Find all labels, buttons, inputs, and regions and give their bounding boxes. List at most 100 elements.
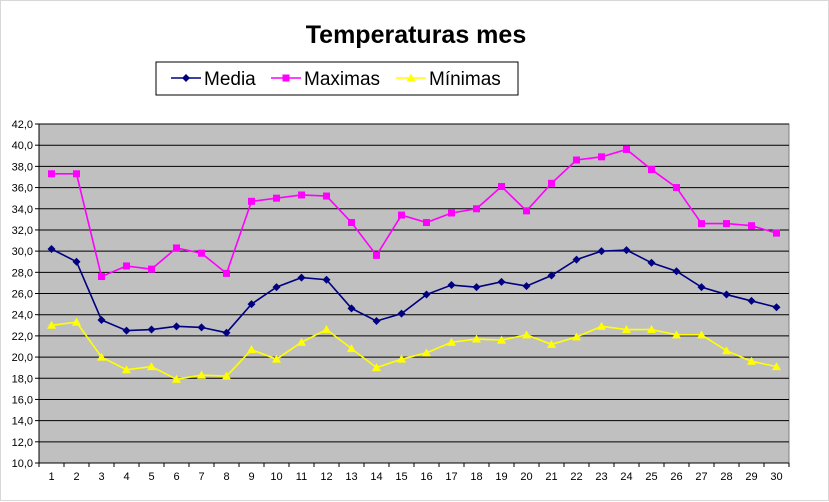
x-tick-label: 17 [445,471,457,483]
data-point-mnimas [572,332,581,341]
x-tick-label: 14 [370,471,382,483]
data-point-media [572,255,581,264]
series-line-mnimas [51,321,777,381]
y-tick-label: 26,0 [12,289,33,301]
x-tick-label: 10 [270,471,282,483]
data-point-media [547,271,556,280]
data-point-mnimas [47,320,56,329]
data-point-maximas [648,166,655,174]
data-point-media [197,323,206,332]
data-point-maximas [173,244,180,252]
data-point-maximas [498,183,505,191]
chart-title: Temperaturas mes [306,21,526,49]
y-tick-label: 40,0 [12,140,33,152]
data-point-mnimas [497,335,506,344]
data-point-media [472,283,481,292]
data-point-media [97,315,106,324]
data-point-maximas [673,184,680,192]
data-point-mnimas [247,345,256,354]
data-point-media [222,328,231,337]
data-point-maximas [148,265,155,273]
legend: Media Maximas Mínimas [155,61,519,96]
data-point-mnimas [722,346,731,355]
data-point-mnimas [697,330,706,339]
legend-marker [406,73,416,82]
data-point-media [47,245,56,254]
data-point-mnimas [122,365,131,374]
x-tick-label: 15 [395,471,407,483]
data-point-media [72,257,81,266]
data-point-maximas [123,262,130,270]
data-point-mnimas [172,374,181,383]
y-tick-label: 36,0 [12,183,33,195]
legend-label: Maximas [304,69,380,90]
data-point-maximas [573,156,580,164]
data-point-maximas [198,249,205,257]
legend-item-maximas: Maximas [271,69,380,90]
data-point-mnimas [672,330,681,339]
data-point-maximas [248,197,255,205]
data-point-maximas [373,251,380,259]
x-tick-label: 9 [248,471,254,483]
data-point-mnimas [72,317,81,326]
legend-marker [182,74,190,82]
data-point-mnimas [522,330,531,339]
legend-box [155,61,519,96]
y-tick-label: 32,0 [12,225,33,237]
data-point-mnimas [372,363,381,372]
data-point-mnimas [547,339,556,348]
x-tick-label: 8 [223,471,229,483]
y-tick-label: 42,0 [12,119,33,131]
data-point-maximas [598,153,605,161]
data-point-mnimas [97,352,106,361]
data-point-mnimas [322,325,331,334]
data-point-maximas [548,179,555,187]
data-point-maximas [623,145,630,153]
legend-label: Media [204,69,256,90]
x-tick-label: 16 [420,471,432,483]
legend-marker [282,74,290,82]
x-tick-label: 29 [745,471,757,483]
data-point-maximas [523,207,530,215]
data-point-mnimas [197,370,206,379]
y-tick-label: 12,0 [12,437,33,449]
y-tick-label: 38,0 [12,161,33,173]
data-point-mnimas [597,321,606,330]
y-tick-label: 14,0 [12,416,33,428]
data-point-media [597,247,606,256]
series-line-maximas [51,148,777,278]
data-point-maximas [323,192,330,200]
data-point-maximas [773,229,780,237]
y-tick-label: 22,0 [12,331,33,343]
data-point-maximas [348,219,355,227]
data-point-maximas [698,220,705,228]
legend-item-mnimas: Mínimas [396,69,501,90]
data-point-media [347,304,356,313]
x-tick-label: 12 [320,471,332,483]
data-point-mnimas [347,344,356,353]
data-point-media [772,303,781,312]
data-point-maximas [223,269,230,277]
data-point-mnimas [647,325,656,334]
x-tick-label: 18 [470,471,482,483]
series-media [47,245,781,337]
x-tick-label: 11 [296,471,307,483]
data-point-maximas [73,170,80,178]
data-point-media [622,246,631,255]
x-axis: 1 2 3 4 5 6 7 8 9 10 11 12 13 14 15 16 17 18 19 20 21 22 23 24 2… [38,462,790,483]
data-point-mnimas [397,354,406,363]
series-line-media [51,248,777,334]
data-point-media [297,273,306,282]
series-maximas [48,145,780,281]
y-tick-label: 20,0 [12,352,33,364]
x-tick-label: 30 [770,471,782,483]
x-tick-label: 21 [545,471,557,483]
y-tick-label: 30,0 [12,246,33,258]
x-tick-label: 23 [595,471,607,483]
data-point-media [522,282,531,291]
series-mnimas [47,317,781,383]
x-tick-label: 5 [148,471,154,483]
data-point-maximas [723,220,730,228]
data-point-mnimas [422,348,431,357]
